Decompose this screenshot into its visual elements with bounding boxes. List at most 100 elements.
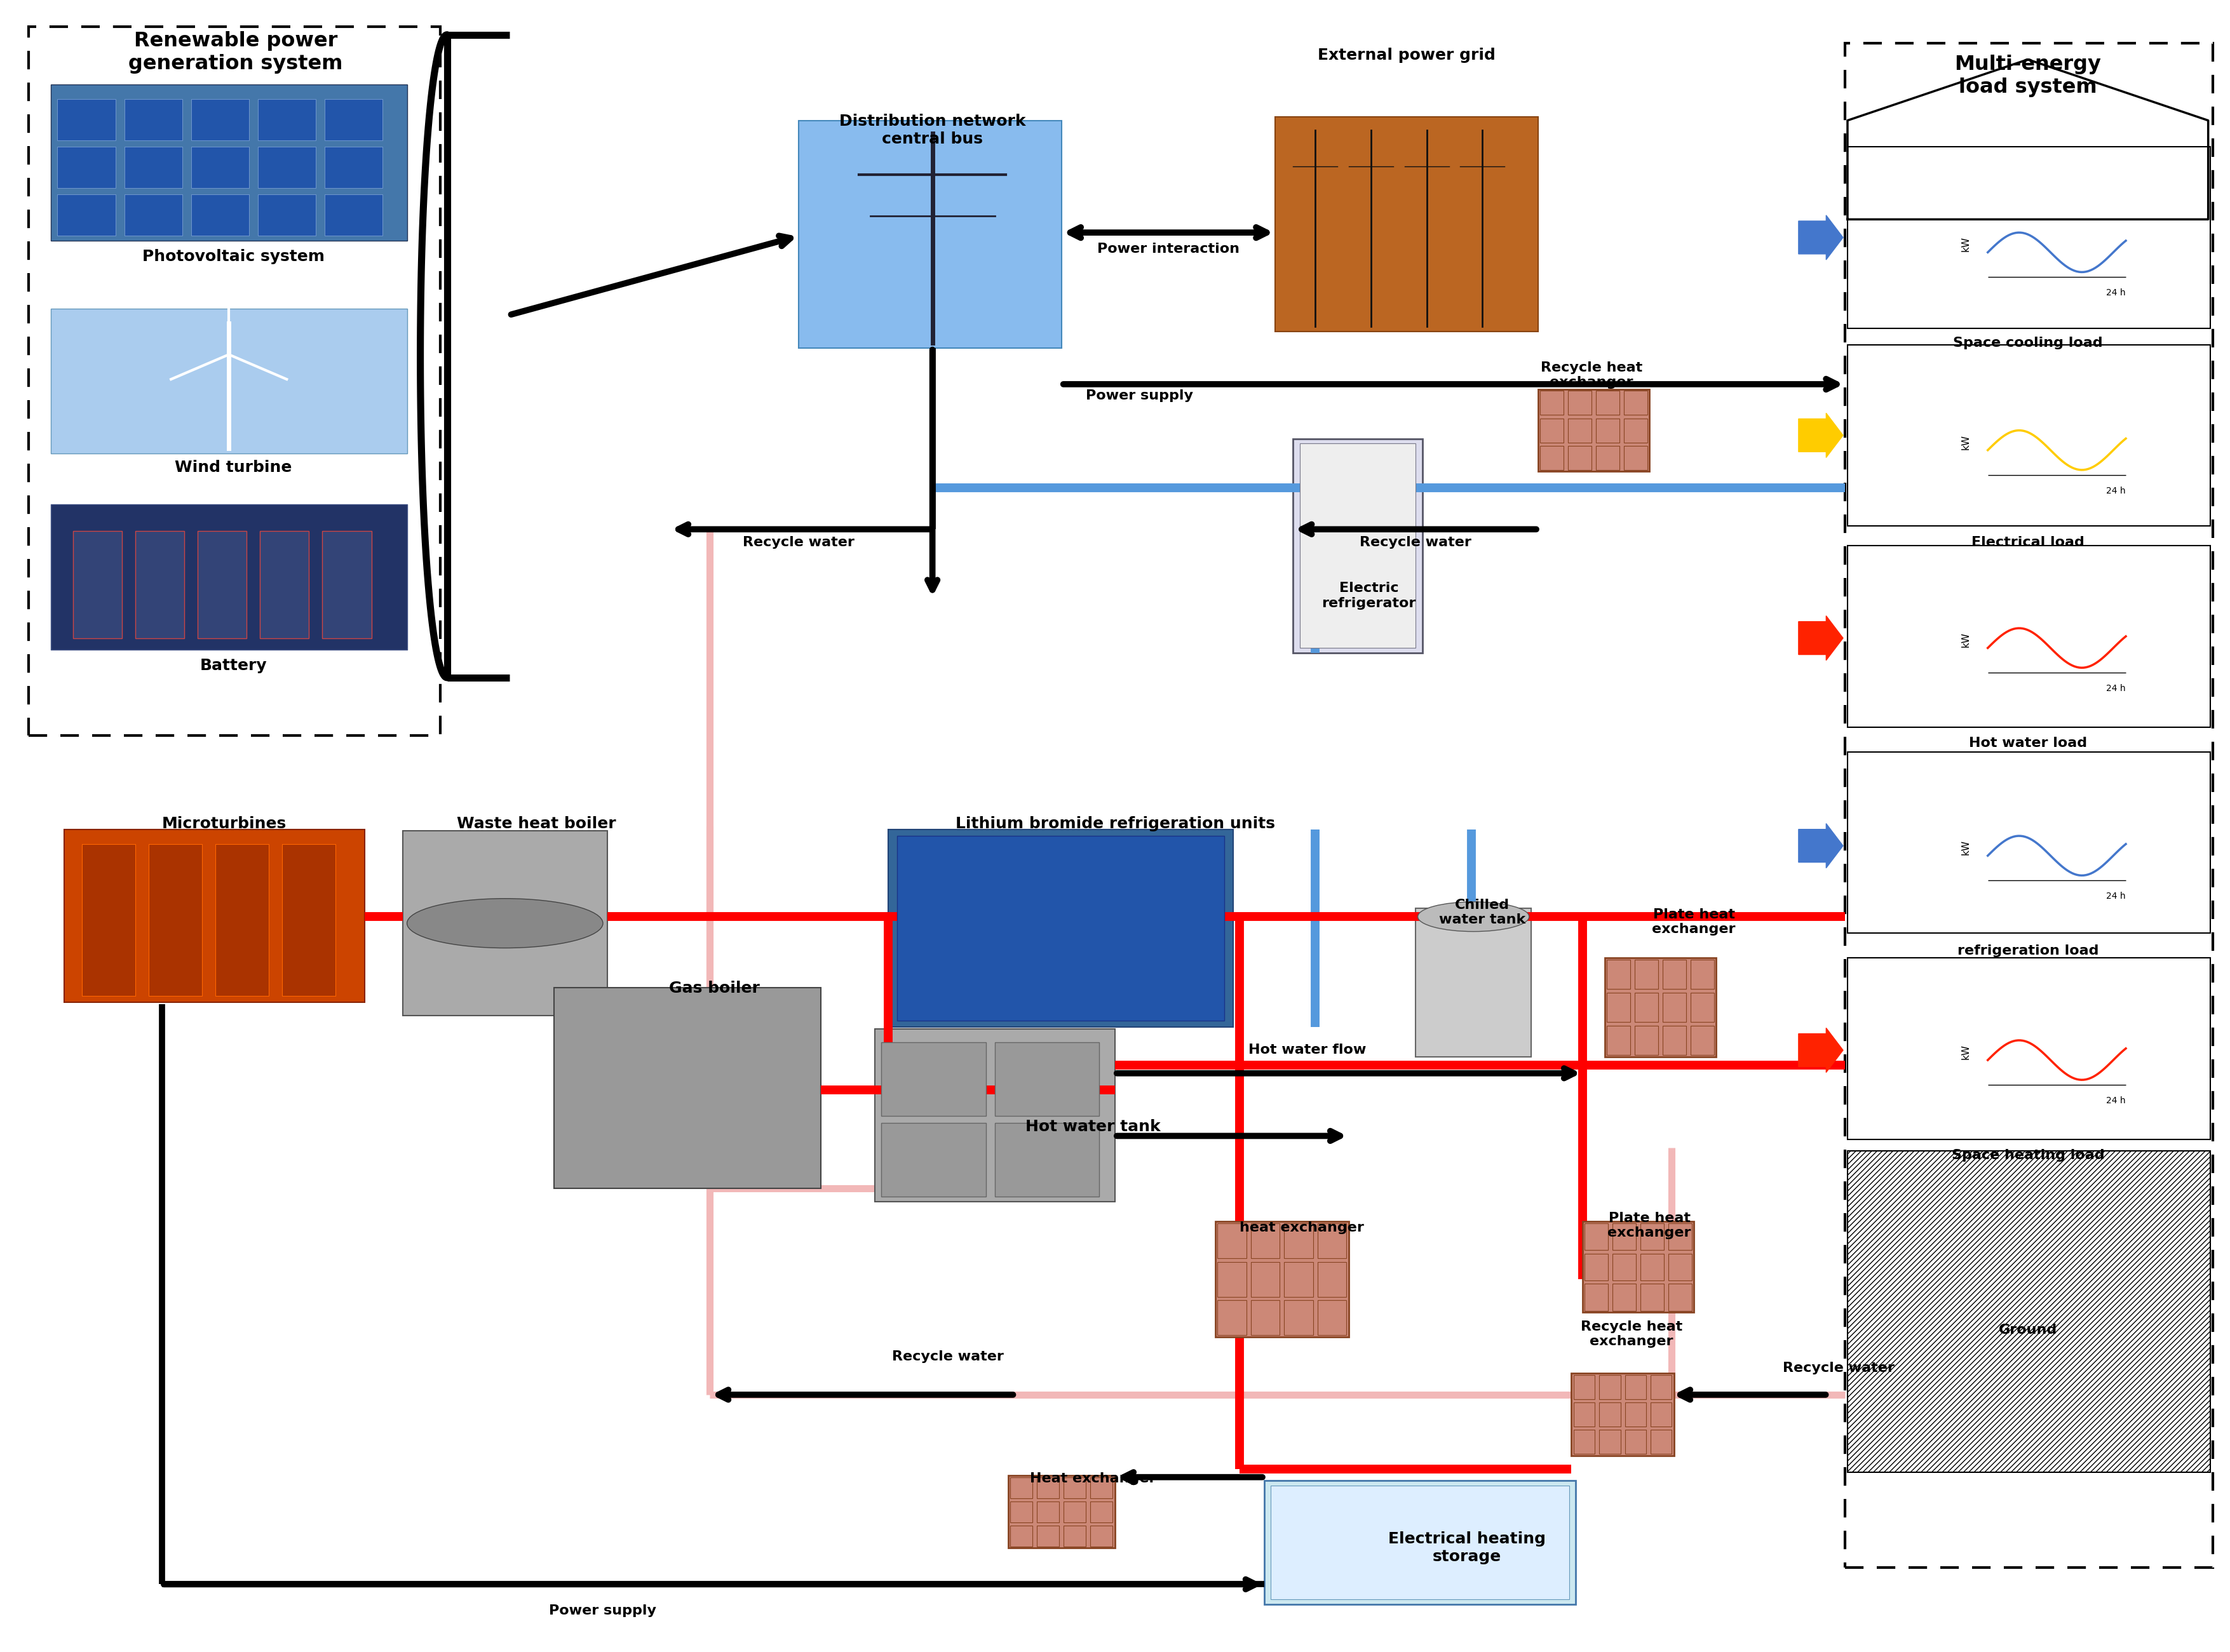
Bar xyxy=(1264,1480,1577,1604)
Bar xyxy=(1010,1502,1032,1521)
Text: Recycle water: Recycle water xyxy=(892,1350,1004,1363)
Bar xyxy=(216,844,270,996)
Text: 24 h: 24 h xyxy=(2107,486,2125,496)
Bar xyxy=(1586,1222,1608,1251)
Bar xyxy=(1064,1502,1086,1521)
Text: Chilled
water tank: Chilled water tank xyxy=(1438,899,1525,927)
Text: Hot water tank: Hot water tank xyxy=(1026,1120,1160,1135)
Bar xyxy=(1599,1403,1621,1427)
Ellipse shape xyxy=(1418,902,1530,932)
Text: Multi-energy
load system: Multi-energy load system xyxy=(1953,55,2101,97)
Bar xyxy=(1064,1477,1086,1498)
Bar xyxy=(553,988,821,1189)
Bar xyxy=(1271,1485,1570,1599)
Bar xyxy=(65,829,366,1003)
Bar xyxy=(259,99,317,140)
Bar xyxy=(1090,1477,1113,1498)
Bar xyxy=(1293,439,1423,653)
Bar xyxy=(74,530,123,638)
Text: kW: kW xyxy=(1960,633,1971,648)
Text: 24 h: 24 h xyxy=(2107,892,2125,900)
Bar xyxy=(1612,1254,1637,1280)
Text: Wind turbine: Wind turbine xyxy=(174,459,292,476)
Bar xyxy=(1664,1026,1686,1056)
Text: Power interaction: Power interaction xyxy=(1097,243,1240,254)
Bar xyxy=(58,195,116,236)
Bar xyxy=(1608,1026,1630,1056)
Bar xyxy=(1599,1431,1621,1454)
Bar xyxy=(326,99,384,140)
Bar xyxy=(1635,993,1659,1023)
Bar xyxy=(1690,993,1715,1023)
Text: Distribution network
central bus: Distribution network central bus xyxy=(838,114,1026,147)
Bar xyxy=(83,844,136,996)
Bar xyxy=(1568,418,1592,443)
Text: Power supply: Power supply xyxy=(1086,390,1193,401)
Text: Electrical load: Electrical load xyxy=(1971,535,2085,548)
Text: kW: kW xyxy=(1960,236,1971,251)
Bar xyxy=(1541,392,1563,415)
FancyArrow shape xyxy=(1800,215,1842,259)
Bar xyxy=(283,844,337,996)
Bar xyxy=(1008,1475,1115,1548)
FancyArrow shape xyxy=(1800,413,1842,458)
Bar xyxy=(192,147,250,188)
Bar xyxy=(1690,1026,1715,1056)
Bar xyxy=(995,1042,1099,1117)
Bar xyxy=(1568,392,1592,415)
Bar xyxy=(1583,1221,1695,1312)
Bar xyxy=(995,1123,1099,1198)
Bar xyxy=(404,831,607,1016)
Bar xyxy=(1586,1254,1608,1280)
Bar xyxy=(198,530,248,638)
Bar xyxy=(136,530,185,638)
Text: Hot water load: Hot water load xyxy=(1969,737,2087,750)
Text: Ground: Ground xyxy=(1998,1323,2056,1336)
Bar xyxy=(1623,446,1648,469)
Text: Recycle heat
exchanger: Recycle heat exchanger xyxy=(1581,1320,1681,1348)
Text: Space heating load: Space heating load xyxy=(1951,1150,2105,1161)
FancyArrow shape xyxy=(1800,824,1842,867)
Bar xyxy=(1664,960,1686,990)
Bar xyxy=(1599,1374,1621,1399)
Bar xyxy=(1541,446,1563,469)
Text: 24 h: 24 h xyxy=(2107,684,2125,694)
Bar xyxy=(1284,1300,1313,1335)
Text: 24 h: 24 h xyxy=(2107,1097,2125,1105)
Bar xyxy=(1218,1300,1247,1335)
Text: Recycle heat
exchanger: Recycle heat exchanger xyxy=(1541,362,1641,388)
Bar xyxy=(888,829,1233,1028)
Bar xyxy=(798,121,1061,349)
Bar xyxy=(1668,1284,1693,1310)
Bar xyxy=(1650,1431,1672,1454)
Bar xyxy=(259,147,317,188)
Bar xyxy=(1690,960,1715,990)
Bar xyxy=(1612,1222,1637,1251)
Bar xyxy=(1635,960,1659,990)
Bar xyxy=(1090,1502,1113,1521)
Bar xyxy=(323,530,372,638)
Bar xyxy=(125,99,183,140)
Text: Waste heat boiler: Waste heat boiler xyxy=(457,816,615,831)
Bar xyxy=(1626,1374,1646,1399)
Text: kW: kW xyxy=(1960,1044,1971,1059)
Text: kW: kW xyxy=(1960,434,1971,449)
Text: Hot water flow: Hot water flow xyxy=(1249,1044,1367,1056)
Bar xyxy=(1574,1403,1594,1427)
Bar xyxy=(874,1029,1115,1203)
Bar xyxy=(1668,1222,1693,1251)
Text: Battery: Battery xyxy=(201,657,268,672)
Bar xyxy=(192,195,250,236)
Bar xyxy=(1037,1477,1059,1498)
Text: Plate heat
exchanger: Plate heat exchanger xyxy=(1608,1213,1690,1239)
Bar xyxy=(1846,345,2210,525)
Bar xyxy=(1641,1254,1664,1280)
Bar xyxy=(259,195,317,236)
Bar xyxy=(192,99,250,140)
Bar xyxy=(125,147,183,188)
Bar xyxy=(1846,1151,2210,1472)
Bar xyxy=(896,836,1224,1021)
Bar xyxy=(125,195,183,236)
Bar xyxy=(1612,1284,1637,1310)
Text: Space cooling load: Space cooling load xyxy=(1953,337,2103,349)
